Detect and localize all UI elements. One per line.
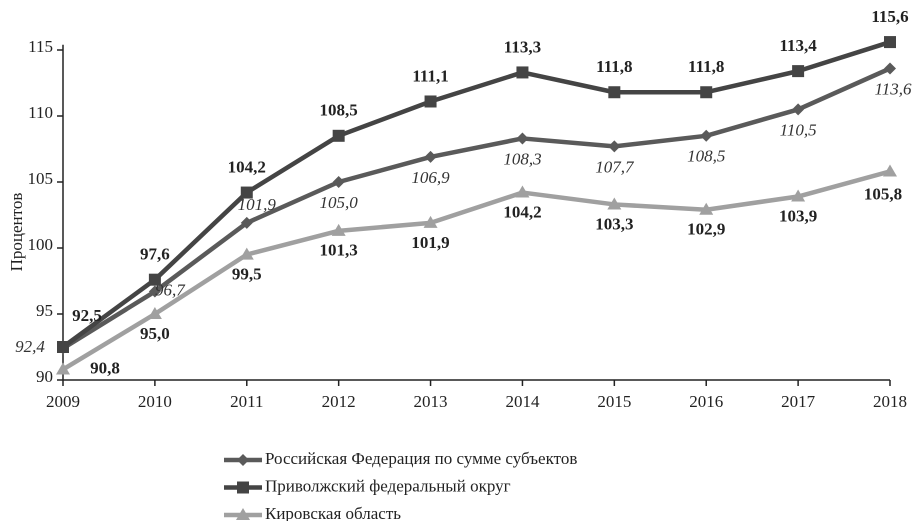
point	[332, 129, 345, 142]
y-tick-label: 115	[28, 37, 53, 56]
point	[607, 197, 622, 210]
y-axis-label: Процентов	[7, 193, 26, 272]
data-label: 110,5	[780, 120, 817, 139]
point	[332, 176, 345, 188]
legend-label: Приволжский федеральный округ	[265, 476, 511, 495]
x-tick-label: 2013	[414, 392, 448, 411]
data-label: 113,6	[875, 79, 912, 98]
data-label: 103,9	[779, 206, 817, 225]
data-label: 111,8	[688, 57, 724, 76]
x-tick-label: 2014	[505, 392, 540, 411]
x-tick-label: 2016	[689, 392, 723, 411]
data-label: 105,0	[320, 193, 359, 212]
point	[239, 247, 254, 260]
point	[424, 150, 437, 163]
point	[147, 307, 162, 319]
data-label: 99,5	[232, 265, 262, 284]
data-label: 113,3	[504, 37, 541, 56]
x-tick-label: 2011	[230, 392, 263, 411]
point	[883, 164, 897, 177]
legend-label: Российская Федерация по сумме субъектов	[265, 449, 577, 468]
data-label: 101,9	[238, 195, 277, 214]
point	[423, 215, 438, 228]
point	[699, 202, 714, 215]
y-tick-label: 95	[36, 301, 53, 320]
data-label: 107,7	[595, 157, 635, 176]
data-label: 113,4	[779, 36, 817, 55]
x-tick-label: 2009	[46, 392, 80, 411]
point	[148, 273, 161, 286]
legend-marker	[237, 481, 249, 494]
data-label: 97,6	[140, 245, 170, 264]
legend-marker	[236, 508, 250, 520]
data-label: 108,5	[320, 101, 358, 120]
data-label: 102,9	[687, 220, 725, 239]
data-label: 106,9	[411, 168, 450, 187]
data-label: 111,8	[596, 57, 632, 76]
data-label: 104,2	[228, 157, 266, 176]
point	[700, 86, 713, 99]
data-label: 101,9	[411, 233, 449, 252]
legend-label: Кировская область	[265, 504, 401, 521]
x-tick-label: 2018	[873, 392, 907, 411]
point	[884, 62, 896, 75]
data-label: 105,8	[864, 184, 902, 203]
point	[240, 186, 253, 199]
data-label: 111,1	[412, 66, 448, 85]
legend-marker	[237, 454, 249, 466]
data-label: 104,2	[503, 202, 541, 221]
point	[791, 189, 806, 202]
point	[608, 86, 621, 99]
data-label: 101,3	[320, 241, 358, 260]
x-tick-label: 2010	[138, 392, 172, 411]
point	[608, 140, 621, 153]
point	[792, 103, 805, 116]
data-label: 108,5	[687, 147, 725, 166]
series-line	[61, 66, 891, 351]
series-line	[61, 169, 891, 372]
data-label: 92,5	[72, 306, 102, 325]
y-tick-label: 105	[28, 169, 54, 188]
data-label: 92,4	[15, 337, 45, 356]
point	[424, 95, 437, 108]
point	[700, 129, 713, 142]
x-tick-label: 2012	[322, 392, 356, 411]
data-label: 115,6	[871, 7, 908, 26]
data-label: 95,0	[140, 324, 170, 343]
point	[57, 341, 69, 353]
data-label: 108,3	[503, 149, 541, 168]
point	[884, 36, 896, 49]
data-label: 96,7	[155, 280, 186, 299]
x-tick-label: 2017	[781, 392, 816, 411]
point	[240, 216, 253, 229]
data-label: 103,3	[595, 214, 633, 233]
y-tick-label: 100	[28, 235, 54, 254]
point	[792, 65, 805, 78]
point	[331, 223, 346, 236]
y-tick-label: 110	[28, 103, 53, 122]
data-label: 90,8	[90, 358, 120, 377]
point	[56, 362, 70, 375]
series-line	[61, 39, 891, 349]
x-tick-label: 2015	[597, 392, 631, 411]
point	[516, 132, 529, 145]
point	[515, 185, 530, 198]
point	[516, 66, 529, 79]
y-tick-label: 90	[36, 367, 53, 386]
point	[148, 285, 161, 298]
